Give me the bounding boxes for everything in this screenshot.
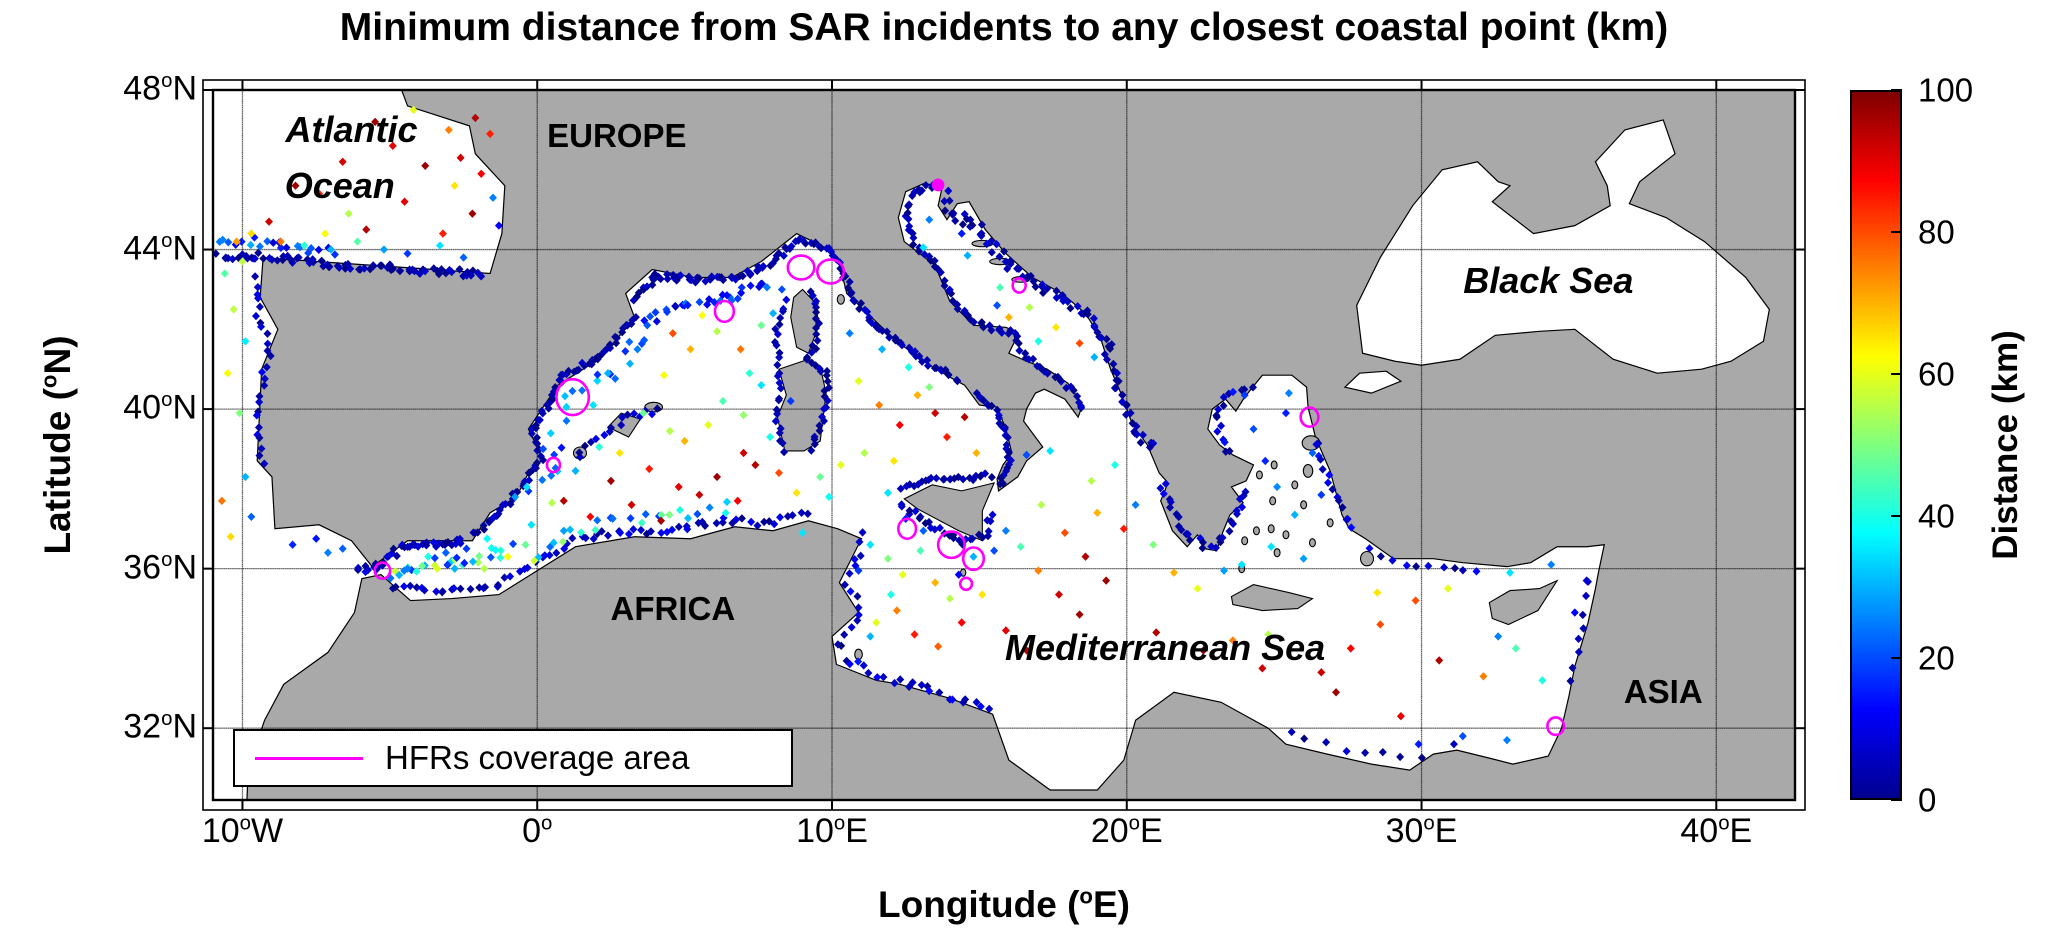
aegean-islet	[1310, 539, 1316, 547]
legend: HFRs coverage area	[233, 729, 793, 787]
colorbar-tick-label: 60	[1918, 355, 1955, 393]
map-label-europe: EUROPE	[547, 116, 687, 154]
x-tick-label: 40oE	[1680, 812, 1753, 850]
aegean-islet	[1270, 497, 1276, 505]
colorbar-tick-label: 40	[1918, 497, 1955, 535]
y-tick-label: 44oN	[123, 228, 197, 267]
island-elba	[837, 295, 844, 305]
map-label-mediterranean-sea: Mediterranean Sea	[1005, 627, 1326, 669]
aegean-islet	[1271, 461, 1277, 469]
island-rhodes	[1361, 552, 1374, 566]
colorbar-tick-label: 80	[1918, 213, 1955, 251]
y-tick-label: 36oN	[123, 548, 197, 587]
map-label-black-sea: Black Sea	[1463, 260, 1634, 302]
map-label-africa: AFRICA	[610, 589, 736, 627]
y-tick-label: 40oN	[123, 388, 197, 427]
x-tick-label: 30oE	[1385, 812, 1458, 850]
aegean-islet	[1292, 481, 1298, 489]
y-tick-label: 48oN	[123, 69, 197, 108]
colorbar-tick-label: 100	[1918, 71, 1974, 109]
aegean-islet	[1283, 531, 1289, 539]
aegean-islet	[1301, 501, 1307, 509]
x-tick-label: 20oE	[1090, 812, 1163, 850]
x-tick-label: 0o	[522, 812, 553, 850]
chart-title: Minimum distance from SAR incidents to a…	[339, 6, 1669, 49]
map-canvas	[213, 90, 1795, 800]
hfr-coverage-contour	[933, 180, 943, 190]
x-tick-label: 10oE	[796, 812, 868, 850]
map-area: Atlantic Ocean EUROPE Black Sea AFRICA Medite…	[213, 90, 1795, 800]
colorbar-tick-label: 0	[1918, 781, 1937, 819]
aegean-islet	[1274, 549, 1280, 557]
legend-hfr-line	[255, 756, 363, 760]
legend-hfr-label: HFRs coverage area	[385, 739, 690, 776]
y-tick-label: 32oN	[123, 707, 197, 746]
colorbar-tick-label: 20	[1918, 639, 1955, 677]
aegean-islet	[1242, 537, 1248, 545]
aegean-islet	[1268, 525, 1274, 533]
x-tick-label: 10oW	[201, 812, 284, 850]
island-chios	[1303, 465, 1312, 478]
colorbar-label: Distance (km)	[1986, 330, 2025, 560]
map-label-ocean: Ocean	[284, 164, 395, 206]
aegean-islet	[1254, 527, 1260, 535]
y-axis-label: Latitude (oN)	[36, 335, 78, 555]
x-axis-label: Longitude (oE)	[878, 883, 1130, 925]
aegean-islet	[1256, 471, 1262, 479]
aegean-islet	[1327, 519, 1333, 527]
map-label-asia: ASIA	[1623, 673, 1703, 711]
map-label-atlantic: Atlantic	[285, 108, 418, 150]
colorbar	[1850, 90, 1902, 800]
